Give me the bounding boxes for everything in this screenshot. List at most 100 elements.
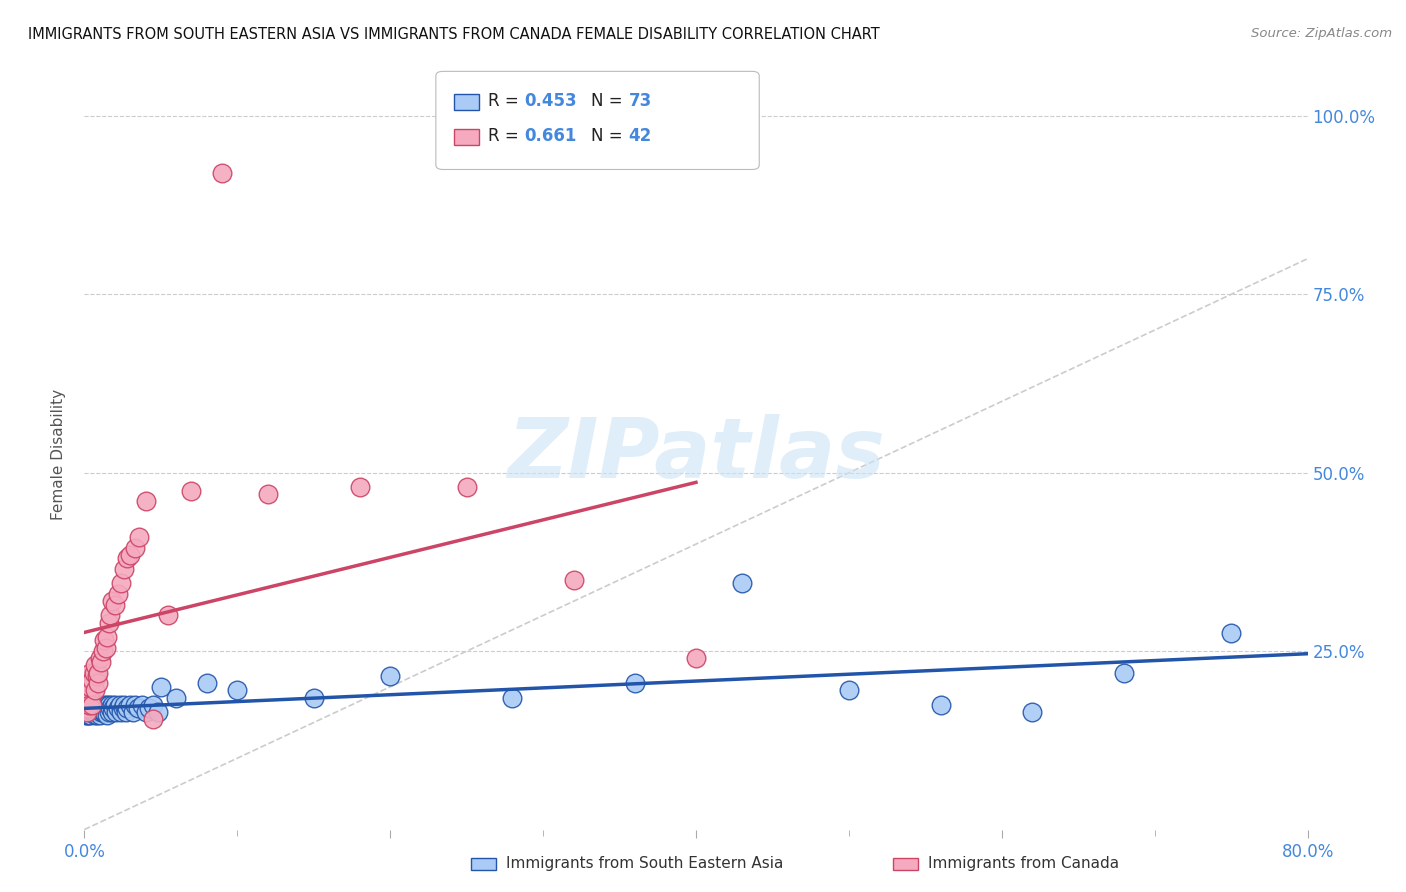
Point bbox=[76, 694, 98, 708]
Point bbox=[77, 701, 100, 715]
Point bbox=[90, 655, 112, 669]
Point bbox=[562, 573, 585, 587]
Point bbox=[146, 705, 169, 719]
Point bbox=[96, 708, 118, 723]
Point bbox=[89, 701, 111, 715]
Point bbox=[124, 698, 146, 712]
Point bbox=[1021, 705, 1043, 719]
Point bbox=[91, 644, 114, 658]
Point bbox=[112, 698, 135, 712]
Point bbox=[83, 705, 105, 719]
Point bbox=[87, 698, 110, 712]
Point bbox=[97, 705, 120, 719]
Point bbox=[135, 705, 157, 719]
Point bbox=[79, 698, 101, 712]
Text: IMMIGRANTS FROM SOUTH EASTERN ASIA VS IMMIGRANTS FROM CANADA FEMALE DISABILITY C: IMMIGRANTS FROM SOUTH EASTERN ASIA VS IM… bbox=[28, 27, 880, 42]
Point bbox=[76, 705, 98, 719]
Point bbox=[110, 576, 132, 591]
Point bbox=[94, 640, 117, 655]
Text: N =: N = bbox=[591, 92, 627, 110]
Text: 0.661: 0.661 bbox=[524, 128, 576, 145]
Point bbox=[90, 698, 112, 712]
Point bbox=[127, 701, 149, 715]
Text: Source: ZipAtlas.com: Source: ZipAtlas.com bbox=[1251, 27, 1392, 40]
Point bbox=[114, 705, 136, 719]
Text: Immigrants from South Eastern Asia: Immigrants from South Eastern Asia bbox=[506, 856, 783, 871]
Point bbox=[77, 687, 100, 701]
Point bbox=[87, 676, 110, 690]
Point bbox=[838, 683, 860, 698]
Point bbox=[101, 705, 124, 719]
Point bbox=[83, 701, 105, 715]
Point bbox=[1114, 665, 1136, 680]
Point bbox=[87, 665, 110, 680]
Point bbox=[79, 680, 101, 694]
Point bbox=[97, 615, 120, 630]
Point bbox=[142, 698, 165, 712]
Text: 0.453: 0.453 bbox=[524, 92, 576, 110]
Point bbox=[90, 705, 112, 719]
Text: Immigrants from Canada: Immigrants from Canada bbox=[928, 856, 1119, 871]
Point bbox=[79, 708, 101, 723]
Point bbox=[83, 665, 105, 680]
Point bbox=[115, 551, 138, 566]
Point bbox=[180, 483, 202, 498]
Point bbox=[685, 651, 707, 665]
Point bbox=[107, 701, 129, 715]
Point bbox=[111, 701, 134, 715]
Point bbox=[124, 541, 146, 555]
Point bbox=[93, 698, 115, 712]
Point bbox=[80, 698, 103, 712]
Point bbox=[76, 698, 98, 712]
Text: ZIPatlas: ZIPatlas bbox=[508, 415, 884, 495]
Point bbox=[211, 166, 233, 180]
Point bbox=[120, 548, 142, 562]
Point bbox=[77, 708, 100, 723]
Point bbox=[91, 705, 114, 719]
Point bbox=[98, 701, 121, 715]
Point bbox=[1220, 626, 1243, 640]
Point bbox=[86, 669, 108, 683]
Point bbox=[98, 608, 121, 623]
Point bbox=[142, 712, 165, 726]
Point bbox=[105, 705, 128, 719]
Point bbox=[84, 708, 107, 723]
Point bbox=[195, 676, 218, 690]
Point bbox=[624, 676, 647, 690]
Point bbox=[77, 690, 100, 705]
Point bbox=[86, 708, 108, 723]
Point bbox=[89, 708, 111, 723]
Point bbox=[76, 708, 98, 723]
Point bbox=[107, 587, 129, 601]
Point bbox=[165, 690, 187, 705]
Point bbox=[122, 705, 145, 719]
Point bbox=[131, 698, 153, 712]
Point bbox=[77, 698, 100, 712]
Point bbox=[112, 562, 135, 576]
Point bbox=[128, 530, 150, 544]
Point bbox=[101, 594, 124, 608]
Point bbox=[110, 705, 132, 719]
Point bbox=[103, 701, 125, 715]
Text: 42: 42 bbox=[628, 128, 652, 145]
Point bbox=[120, 698, 142, 712]
Point bbox=[93, 633, 115, 648]
Point bbox=[80, 705, 103, 719]
Point bbox=[257, 487, 280, 501]
Point bbox=[104, 598, 127, 612]
Point bbox=[349, 480, 371, 494]
Point bbox=[89, 651, 111, 665]
Point bbox=[80, 701, 103, 715]
Point bbox=[86, 701, 108, 715]
Text: R =: R = bbox=[488, 92, 524, 110]
Point bbox=[108, 698, 131, 712]
Point bbox=[96, 630, 118, 644]
Point bbox=[731, 576, 754, 591]
Point bbox=[75, 708, 97, 723]
Point bbox=[135, 494, 157, 508]
Point bbox=[84, 658, 107, 673]
Point bbox=[929, 698, 952, 712]
Point bbox=[79, 705, 101, 719]
Point bbox=[97, 698, 120, 712]
Point bbox=[79, 665, 101, 680]
